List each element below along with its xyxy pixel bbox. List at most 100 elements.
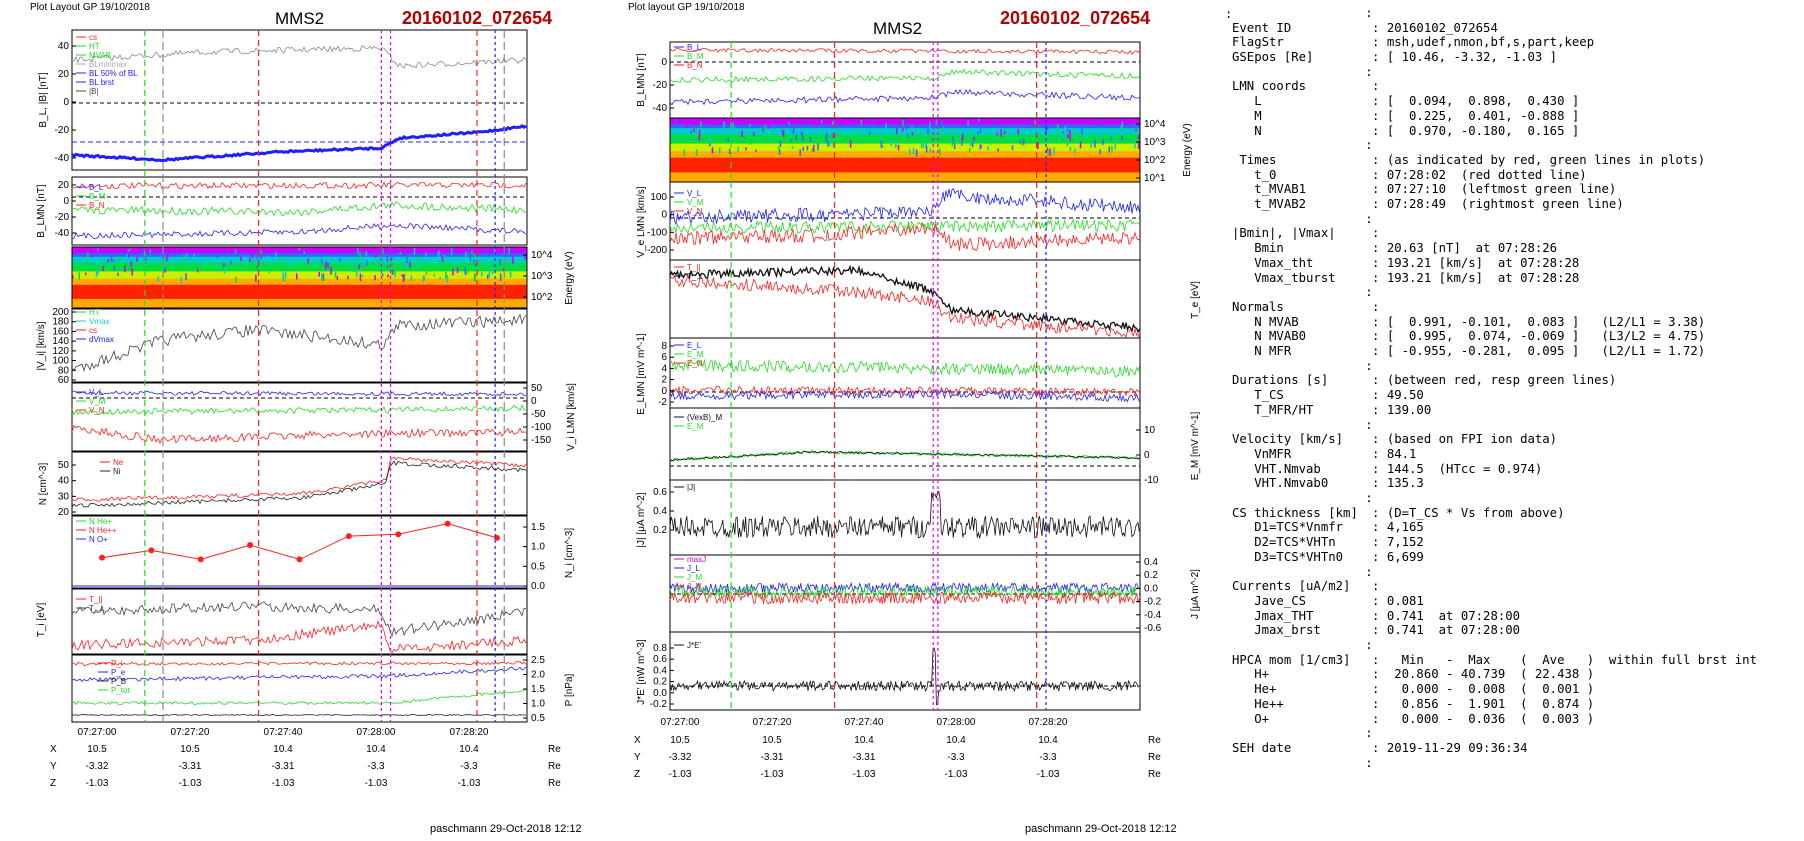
tick-label: -20: [55, 212, 70, 223]
pos-value: -1.03: [179, 778, 202, 789]
spectrogram-speck: [692, 137, 694, 141]
legend-item: Ni: [113, 467, 121, 476]
spectrogram-band: [72, 253, 527, 258]
tick-label: 10^4: [531, 250, 553, 261]
spectrogram-speck: [107, 259, 109, 263]
tick-label: 0.0: [531, 581, 545, 592]
summary-label: Jave_CS: [1232, 593, 1307, 608]
spectrogram-speck: [953, 143, 956, 149]
spectrogram-speck: [1114, 143, 1116, 150]
tick-label: -40: [55, 228, 70, 239]
spectrogram-speck: [112, 259, 114, 263]
bl-line: [71, 181, 527, 190]
spectrogram-speck: [327, 262, 329, 269]
spectrogram-speck: [97, 248, 99, 251]
summary-sep: :: [1372, 226, 1387, 241]
summary-sep: :: [1372, 197, 1387, 212]
tick-label: 50: [58, 460, 70, 471]
spectrogram-speck: [439, 276, 441, 280]
summary-spacer: :: [1232, 755, 1373, 770]
tick-label: 0.6: [653, 487, 667, 498]
spectrogram-speck: [1114, 118, 1116, 121]
mid-footer: paschmann 29-Oct-2018 12:12: [1025, 823, 1177, 835]
tick-label: 80: [58, 365, 70, 376]
spectrogram-speck: [971, 142, 974, 148]
time-tick-label: 07:27:20: [171, 727, 210, 738]
spectrogram-speck: [318, 272, 320, 277]
pos-row-label: Y: [50, 761, 57, 772]
pos-unit: Re: [1148, 752, 1161, 763]
spectrogram-speck: [271, 261, 273, 270]
tick-label: 0.4: [653, 506, 667, 517]
pos-row-label: Z: [634, 769, 640, 780]
left-event-id: 20160102_072654: [402, 8, 553, 28]
spectrogram-speck: [417, 264, 420, 267]
tick-label: 40: [58, 476, 70, 487]
tick-label: 0: [661, 57, 667, 68]
tick-label: -100: [531, 422, 551, 433]
spectrogram-band: [670, 151, 1140, 159]
spectrogram-speck: [809, 137, 812, 142]
legend-item: N O+: [89, 535, 108, 544]
summary-value: 7,152: [1386, 535, 1424, 550]
summary-label: Vmax_tht: [1232, 255, 1314, 270]
spectrogram-speck: [255, 274, 257, 282]
tick-label: 2.0: [531, 670, 545, 681]
spectrogram-speck: [929, 121, 931, 129]
spectrogram-speck: [820, 120, 823, 123]
spectrogram-speck: [129, 248, 131, 251]
summary-value: 139.00: [1386, 402, 1432, 417]
pos-row-label: X: [50, 744, 57, 755]
spectrogram-speck: [890, 139, 892, 147]
spectrogram-speck: [298, 248, 301, 251]
summary-row: L: [ 0.094, 0.898, 0.430 ]: [1232, 94, 1802, 109]
spectrogram-speck: [223, 263, 225, 269]
tick-label: -0.6: [1144, 623, 1162, 634]
spectrogram-speck: [868, 136, 870, 142]
spectrogram-speck: [996, 132, 998, 136]
spectrogram-speck: [1085, 135, 1088, 138]
summary-label: He+: [1232, 682, 1277, 697]
spectrogram-speck: [131, 268, 133, 276]
tpar-line: [71, 619, 527, 654]
tick-label: 0.2: [653, 525, 667, 536]
summary-value: [ 0.970, -0.180, 0.165 ]: [1386, 123, 1580, 138]
legend-item: T_⊥: [687, 272, 703, 281]
pos-value: -3.31: [272, 761, 295, 772]
legend-item: HT: [89, 42, 100, 51]
tperp-line: [71, 601, 527, 638]
pos-value: -3.31: [761, 752, 784, 763]
legend-item: B_N: [687, 61, 703, 70]
spectrogram-speck: [464, 266, 467, 275]
summary-sep: :: [1372, 593, 1387, 608]
summary-spacer: :: [1232, 285, 1373, 300]
pos-value: -3.3: [367, 761, 385, 772]
spectrogram-speck: [874, 134, 876, 143]
spectrogram-speck: [260, 256, 262, 259]
spectrogram-speck: [234, 249, 237, 254]
spectrogram-speck: [97, 270, 99, 275]
summary-value: 20.63 [nT] at 07:28:26: [1386, 241, 1558, 256]
bm-line: [669, 68, 1141, 83]
legend-item: E_M: [687, 350, 704, 359]
summary-label: Vmax_tburst: [1232, 270, 1336, 285]
tick-label: -20: [55, 125, 70, 136]
spectrogram-speck: [711, 147, 714, 154]
spectrogram-speck: [72, 251, 75, 256]
spectrogram-speck: [1069, 135, 1071, 142]
summary-row: H+: 20.860 - 40.739 ( 22.438 ): [1232, 667, 1802, 682]
spectrogram-speck: [136, 256, 138, 262]
spectrogram-speck: [102, 266, 104, 271]
tick-label: 20: [58, 507, 70, 518]
spectrogram-speck: [505, 249, 508, 253]
summary-sep: :: [1372, 740, 1387, 755]
summary-value: 193.21 [km/s] at 07:28:28: [1386, 270, 1580, 285]
spectrogram-speck: [351, 263, 353, 272]
spectrogram-speck: [993, 118, 996, 122]
legend-item: B_M: [89, 192, 106, 201]
spectrogram-speck: [892, 131, 895, 135]
spectrogram-speck: [806, 145, 809, 151]
summary-label: FlagStr: [1232, 35, 1284, 50]
spectrogram-speck: [1121, 135, 1123, 141]
summary-value: [ 0.995, 0.074, -0.069 ] (L3/L2 = 4.75): [1386, 329, 1706, 344]
